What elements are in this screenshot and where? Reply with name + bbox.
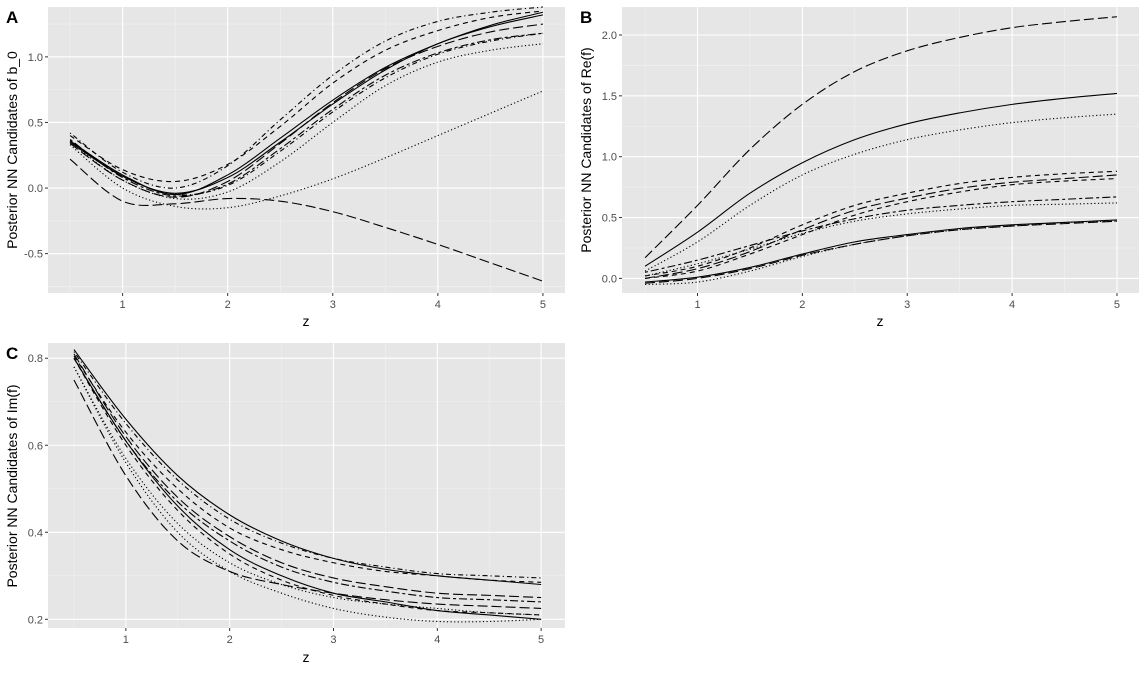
series-line-s7 — [69, 6, 543, 189]
panel-b-grid — [622, 7, 1139, 293]
y-tick-label: 2.0 — [602, 30, 617, 42]
x-tick-label: 4 — [434, 634, 440, 646]
series-line-s9 — [645, 219, 1118, 283]
x-tick-label: 5 — [540, 299, 546, 311]
series-line-s5 — [73, 357, 542, 603]
panel-c: C 1 2 3 4 5 0.2 0.4 0.6 0.8 z Posterior NN Candi… — [4, 343, 565, 665]
y-tick-label: 0.6 — [28, 440, 43, 452]
series-line-s1 — [644, 16, 1118, 259]
y-tick-label: 0.0 — [602, 273, 617, 285]
panel-a-tag: A — [6, 8, 18, 27]
series-line-s10 — [645, 220, 1118, 284]
panel-b-y-title: Posterior NN Candidates of Re(f) — [578, 47, 594, 252]
panel-c-ticks: 1 2 3 4 5 0.2 0.4 0.6 0.8 — [28, 353, 544, 646]
series-line-s4 — [644, 170, 1118, 277]
series-line-s6 — [69, 10, 543, 183]
panel-a: A 1 2 3 4 5 -0.5 0.0 0.5 1.0 z Posterior NN Cand… — [4, 6, 565, 329]
panel-b-tag: B — [580, 8, 592, 27]
series-line-s5 — [644, 174, 1118, 279]
series-line-s9 — [73, 357, 542, 620]
y-tick-label: 0.4 — [28, 527, 43, 539]
panel-b-series — [644, 16, 1118, 286]
panel-c-series — [73, 349, 542, 623]
series-line-s10 — [73, 357, 542, 616]
series-line-s2 — [644, 92, 1118, 267]
y-tick-label: 1.0 — [28, 52, 43, 64]
x-tick-label: 5 — [538, 634, 544, 646]
series-line-s9 — [69, 23, 544, 198]
panel-c-x-title: z — [303, 649, 310, 665]
y-tick-label: 1.0 — [602, 152, 617, 164]
series-line-s3 — [73, 355, 542, 583]
x-tick-label: 1 — [694, 299, 700, 311]
y-tick-label: -0.5 — [24, 249, 43, 261]
y-tick-label: 0.5 — [28, 117, 43, 129]
series-line-s8 — [69, 32, 543, 197]
x-tick-label: 1 — [120, 299, 126, 311]
panel-b: B 1 2 3 4 5 0.0 0.5 1.0 1.5 2.0 z Posterior NN Ca… — [578, 7, 1139, 329]
y-tick-label: 0.5 — [602, 213, 617, 225]
panel-c-grid — [48, 343, 565, 628]
series-line-s4 — [73, 353, 542, 599]
series-line-s3 — [69, 158, 544, 282]
x-tick-label: 2 — [227, 634, 233, 646]
x-tick-label: 1 — [123, 634, 129, 646]
panel-b-ticks: 1 2 3 4 5 0.0 0.5 1.0 1.5 2.0 — [602, 30, 1120, 311]
x-tick-label: 4 — [435, 299, 441, 311]
panel-a-series — [69, 6, 544, 282]
series-line-s6 — [73, 379, 542, 609]
panel-c-y-title: Posterior NN Candidates of Im(f) — [4, 384, 20, 587]
series-line-s2 — [73, 351, 542, 579]
series-line-s6 — [644, 196, 1118, 273]
panel-a-y-title: Posterior NN Candidates of b_0 — [4, 51, 20, 249]
series-line-s5 — [69, 90, 544, 210]
x-tick-label: 5 — [1114, 299, 1120, 311]
series-line-s7 — [73, 366, 542, 616]
x-tick-label: 3 — [904, 299, 910, 311]
series-line-s8 — [73, 366, 542, 623]
panel-b-x-title: z — [877, 313, 884, 329]
panel-c-plot-area — [48, 343, 565, 628]
series-line-s10 — [69, 32, 544, 196]
y-tick-label: 0.8 — [28, 353, 43, 365]
series-line-s8 — [644, 178, 1118, 279]
y-tick-label: 0.2 — [28, 614, 43, 626]
panel-a-plot-area — [48, 7, 565, 293]
panel-c-tag: C — [6, 344, 18, 363]
x-tick-label: 2 — [225, 299, 231, 311]
panel-a-x-title: z — [303, 313, 310, 329]
x-tick-label: 4 — [1009, 299, 1015, 311]
panel-a-ticks: 1 2 3 4 5 -0.5 0.0 0.5 1.0 — [24, 52, 546, 311]
y-tick-label: 0.0 — [28, 183, 43, 195]
panel-b-plot-area — [622, 7, 1139, 293]
x-tick-label: 3 — [330, 634, 336, 646]
y-tick-label: 1.5 — [602, 91, 617, 103]
x-tick-label: 2 — [799, 299, 805, 311]
x-tick-label: 3 — [330, 299, 336, 311]
